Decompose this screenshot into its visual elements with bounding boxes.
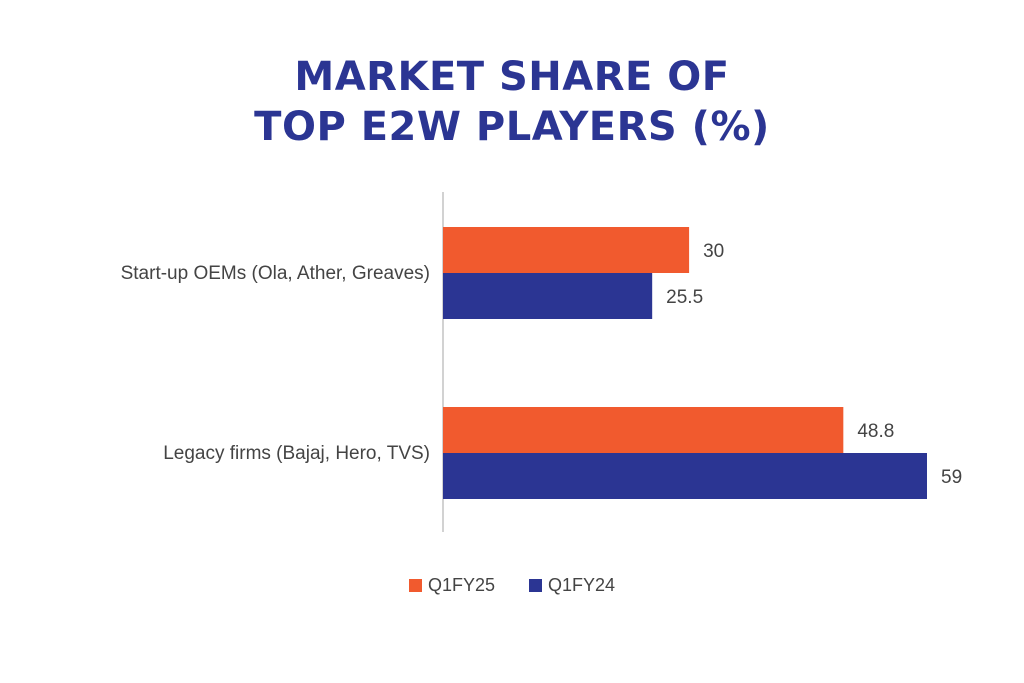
bar-q1fy24-1	[443, 453, 927, 499]
chart-title-line-2: TOP E2W PLAYERS (%)	[254, 104, 770, 150]
bar-q1fy25-1	[443, 407, 844, 453]
data-label-q1fy25-1: 48.8	[857, 421, 894, 442]
legend: Q1FY25 Q1FY24	[0, 575, 1024, 596]
legend-swatch-q1fy25	[408, 579, 422, 592]
chart-title-line-1: MARKET SHARE OF	[294, 54, 730, 100]
bars-group: 30 25.5 48.8 59	[443, 227, 962, 499]
legend-swatch-q1fy24	[529, 579, 542, 592]
data-label-q1fy24-0: 25.5	[666, 287, 703, 308]
category-label-1: Legacy firms (Bajaj, Hero, TVS)	[163, 443, 430, 464]
legend-item-q1fy25: Q1FY25	[408, 575, 495, 596]
legend-label-q1fy24: Q1FY24	[548, 575, 616, 595]
legend-item-q1fy24: Q1FY24	[529, 575, 615, 596]
data-label-q1fy24-1: 59	[941, 467, 962, 488]
data-label-q1fy25-0: 30	[703, 241, 724, 262]
bar-q1fy25-0	[443, 227, 690, 273]
category-label-0: Start-up OEMs (Ola, Ather, Greaves)	[121, 263, 430, 284]
chart-title: MARKET SHARE OF TOP E2W PLAYERS (%)	[0, 52, 1024, 152]
bar-q1fy24-0	[443, 273, 653, 319]
legend-label-q1fy25: Q1FY25	[427, 575, 495, 595]
